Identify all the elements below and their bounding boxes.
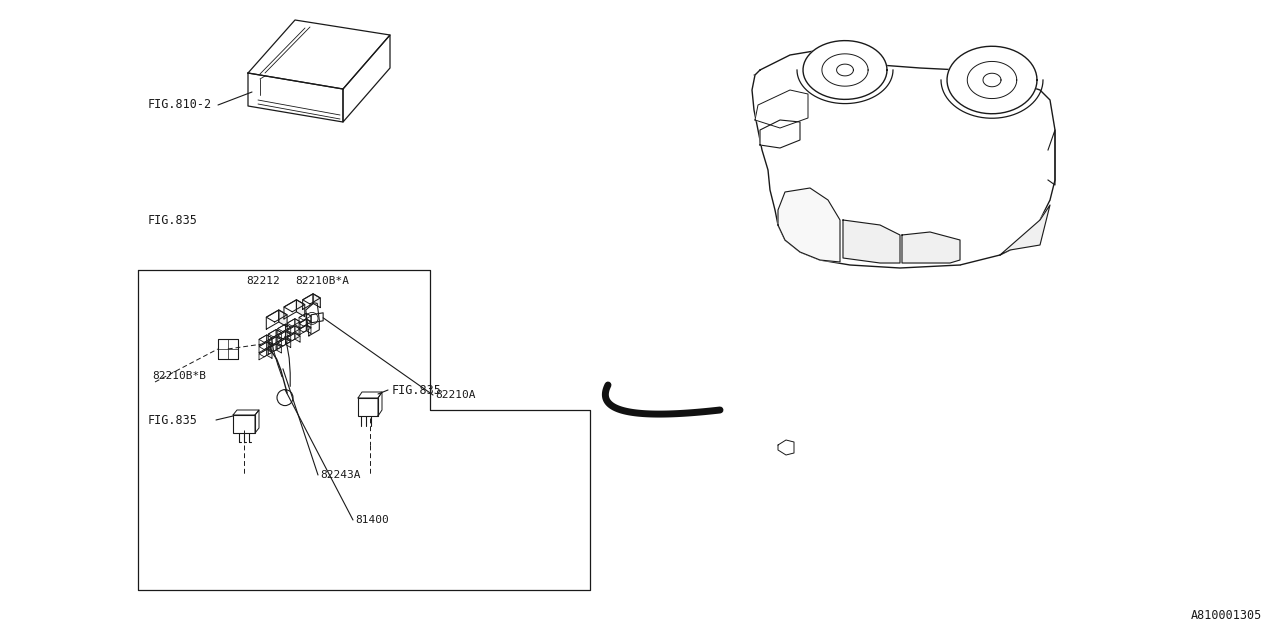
Polygon shape	[287, 326, 294, 337]
Polygon shape	[1000, 205, 1050, 255]
Polygon shape	[269, 330, 276, 340]
Polygon shape	[753, 50, 1055, 268]
Polygon shape	[278, 339, 291, 346]
Polygon shape	[302, 294, 320, 304]
Polygon shape	[294, 333, 300, 342]
Polygon shape	[285, 324, 291, 333]
Polygon shape	[300, 314, 306, 323]
Text: FIG.835: FIG.835	[392, 383, 442, 397]
Polygon shape	[294, 326, 300, 335]
Polygon shape	[285, 332, 291, 340]
Polygon shape	[269, 337, 276, 347]
Polygon shape	[300, 319, 306, 329]
Polygon shape	[269, 337, 282, 344]
Polygon shape	[276, 330, 282, 339]
Text: 82212: 82212	[246, 276, 280, 286]
Polygon shape	[314, 294, 320, 308]
Text: 82210B*B: 82210B*B	[152, 371, 206, 381]
Polygon shape	[947, 46, 1037, 114]
Polygon shape	[287, 319, 300, 326]
Polygon shape	[755, 90, 808, 128]
Polygon shape	[287, 333, 300, 340]
Polygon shape	[259, 342, 266, 353]
Polygon shape	[294, 319, 300, 328]
Polygon shape	[266, 335, 273, 344]
Polygon shape	[259, 349, 273, 357]
Polygon shape	[259, 335, 273, 342]
Polygon shape	[266, 310, 287, 322]
Polygon shape	[844, 220, 900, 263]
Text: 82210B*A: 82210B*A	[294, 276, 349, 286]
Polygon shape	[269, 344, 276, 355]
Polygon shape	[284, 300, 305, 312]
Polygon shape	[266, 342, 273, 351]
Polygon shape	[300, 314, 311, 320]
Polygon shape	[300, 325, 311, 332]
Polygon shape	[278, 339, 285, 349]
Polygon shape	[287, 319, 294, 329]
Polygon shape	[297, 300, 305, 317]
Text: 82243A: 82243A	[320, 470, 361, 480]
Polygon shape	[259, 349, 266, 360]
Polygon shape	[266, 349, 273, 358]
Polygon shape	[269, 330, 282, 337]
Text: FIG.835: FIG.835	[148, 214, 198, 227]
Polygon shape	[300, 319, 311, 326]
Polygon shape	[287, 326, 300, 333]
Polygon shape	[778, 188, 840, 262]
FancyBboxPatch shape	[358, 398, 378, 416]
Polygon shape	[306, 319, 311, 328]
Polygon shape	[276, 337, 282, 346]
Text: FIG.810-2: FIG.810-2	[148, 99, 212, 111]
Polygon shape	[306, 314, 311, 321]
Polygon shape	[300, 325, 306, 335]
Polygon shape	[284, 300, 297, 319]
Polygon shape	[760, 120, 800, 148]
Polygon shape	[285, 339, 291, 348]
Polygon shape	[803, 40, 887, 99]
Polygon shape	[306, 303, 319, 336]
Polygon shape	[278, 324, 285, 335]
Text: A810001305: A810001305	[1190, 609, 1262, 622]
Polygon shape	[269, 344, 282, 351]
FancyBboxPatch shape	[233, 415, 255, 433]
Polygon shape	[259, 335, 266, 346]
Polygon shape	[302, 294, 314, 309]
Polygon shape	[279, 310, 287, 327]
Polygon shape	[259, 342, 273, 349]
Polygon shape	[287, 333, 294, 344]
Polygon shape	[278, 332, 285, 342]
Polygon shape	[276, 344, 282, 353]
Text: FIG.835: FIG.835	[148, 413, 198, 426]
Polygon shape	[306, 325, 311, 333]
Text: 82210A: 82210A	[435, 390, 475, 400]
Polygon shape	[902, 232, 960, 263]
Polygon shape	[266, 310, 279, 329]
Text: 81400: 81400	[355, 515, 389, 525]
Polygon shape	[278, 332, 291, 339]
Polygon shape	[278, 324, 291, 332]
